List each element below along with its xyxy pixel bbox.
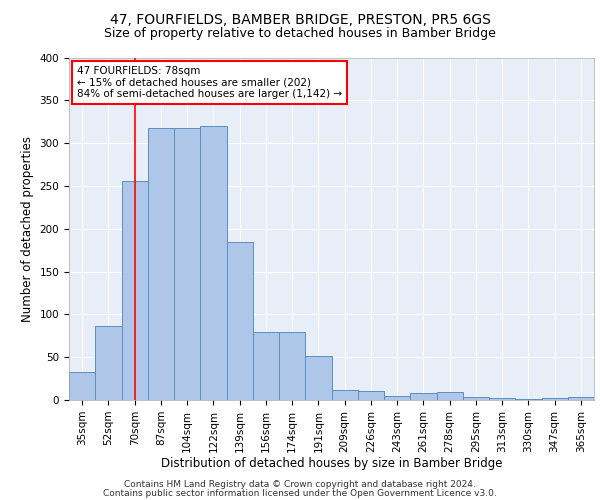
Text: 47 FOURFIELDS: 78sqm
← 15% of detached houses are smaller (202)
84% of semi-deta: 47 FOURFIELDS: 78sqm ← 15% of detached h…	[77, 66, 342, 100]
Bar	[305, 356, 331, 400]
Bar	[384, 396, 410, 400]
Bar	[331, 390, 358, 400]
Text: Contains public sector information licensed under the Open Government Licence v3: Contains public sector information licen…	[103, 488, 497, 498]
Bar	[568, 396, 594, 400]
Bar	[200, 126, 227, 400]
Bar	[253, 332, 279, 400]
Bar	[227, 242, 253, 400]
Bar	[174, 128, 200, 400]
Bar	[437, 392, 463, 400]
Bar	[121, 181, 148, 400]
Bar	[69, 372, 95, 400]
Bar	[358, 392, 384, 400]
Bar	[279, 332, 305, 400]
Y-axis label: Number of detached properties: Number of detached properties	[21, 136, 34, 322]
Text: Contains HM Land Registry data © Crown copyright and database right 2024.: Contains HM Land Registry data © Crown c…	[124, 480, 476, 489]
Bar	[95, 326, 121, 400]
Text: Size of property relative to detached houses in Bamber Bridge: Size of property relative to detached ho…	[104, 28, 496, 40]
X-axis label: Distribution of detached houses by size in Bamber Bridge: Distribution of detached houses by size …	[161, 458, 502, 470]
Bar	[410, 393, 437, 400]
Bar	[489, 398, 515, 400]
Bar	[515, 399, 542, 400]
Bar	[542, 398, 568, 400]
Text: 47, FOURFIELDS, BAMBER BRIDGE, PRESTON, PR5 6GS: 47, FOURFIELDS, BAMBER BRIDGE, PRESTON, …	[110, 12, 490, 26]
Bar	[148, 128, 174, 400]
Bar	[463, 398, 489, 400]
